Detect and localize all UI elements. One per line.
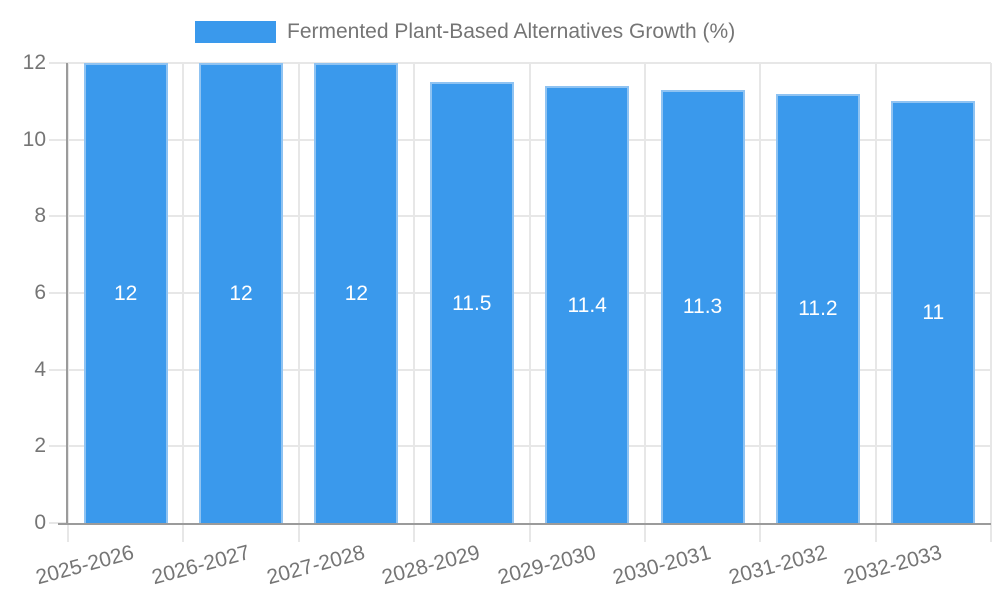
v-gridline — [182, 63, 185, 523]
y-tick-mark — [49, 368, 68, 371]
bar-value-label: 12 — [114, 282, 138, 305]
bar[interactable]: 11.5 — [429, 82, 514, 523]
y-tick-mark — [49, 445, 68, 448]
v-gridline — [67, 63, 69, 523]
v-gridline — [990, 63, 992, 523]
bar[interactable]: 12 — [314, 63, 399, 523]
bar[interactable]: 11.3 — [660, 89, 745, 523]
x-tick-label: 2026-2027 — [149, 541, 253, 590]
y-tick-label: 8 — [34, 204, 46, 228]
bar[interactable]: 12 — [83, 63, 168, 523]
bar-value-label: 11.2 — [798, 297, 838, 321]
x-tick-label: 2027-2028 — [264, 541, 368, 590]
bar-value-label: 11 — [922, 301, 945, 325]
x-tick-label: 2029-2030 — [495, 541, 599, 590]
x-tick-mark — [182, 523, 185, 542]
x-tick-mark — [990, 523, 992, 542]
x-axis-line — [58, 523, 991, 525]
bar-value-label: 11.5 — [452, 291, 492, 315]
y-tick-label: 0 — [34, 511, 46, 534]
legend-item[interactable]: Fermented Plant-Based Alternatives Growt… — [195, 20, 735, 44]
v-gridline — [413, 63, 416, 523]
y-tick-mark — [49, 138, 68, 141]
bar[interactable]: 11.4 — [545, 86, 630, 523]
bar-value-label: 12 — [344, 282, 369, 305]
x-tick-mark — [413, 523, 416, 542]
x-tick-label: 2025-2026 — [33, 541, 137, 590]
x-tick-label: 2028-2029 — [379, 541, 483, 590]
x-tick-mark — [67, 523, 69, 542]
x-tick-label: 2031-2032 — [725, 541, 829, 590]
v-gridline — [643, 63, 646, 523]
y-tick-label: 10 — [22, 127, 46, 151]
x-tick-mark — [759, 523, 762, 542]
v-gridline — [297, 63, 300, 523]
v-gridline — [528, 63, 531, 523]
x-tick-label: 2032-2033 — [841, 541, 945, 590]
x-tick-label: 2030-2031 — [610, 541, 714, 590]
bar[interactable]: 11 — [891, 101, 976, 523]
y-tick-mark — [49, 292, 68, 294]
x-tick-mark — [874, 523, 877, 542]
bar-value-label: 12 — [229, 282, 253, 305]
y-tick-mark — [49, 62, 68, 64]
v-gridline — [874, 63, 877, 523]
x-tick-mark — [528, 523, 531, 542]
bar[interactable]: 11.2 — [775, 93, 860, 523]
y-tick-label: 2 — [34, 434, 46, 458]
legend-label: Fermented Plant-Based Alternatives Growt… — [287, 20, 736, 43]
y-tick-mark — [49, 215, 68, 218]
y-tick-label: 4 — [34, 357, 46, 381]
legend-swatch — [195, 21, 276, 43]
bar[interactable]: 12 — [199, 63, 284, 523]
bar-value-label: 11.3 — [682, 295, 723, 319]
bar-value-label: 11.4 — [567, 293, 607, 317]
x-tick-mark — [643, 523, 646, 542]
v-gridline — [759, 63, 762, 523]
y-tick-label: 12 — [22, 51, 46, 74]
y-axis-line — [66, 63, 68, 525]
x-tick-mark — [297, 523, 300, 542]
y-tick-label: 6 — [34, 281, 46, 304]
